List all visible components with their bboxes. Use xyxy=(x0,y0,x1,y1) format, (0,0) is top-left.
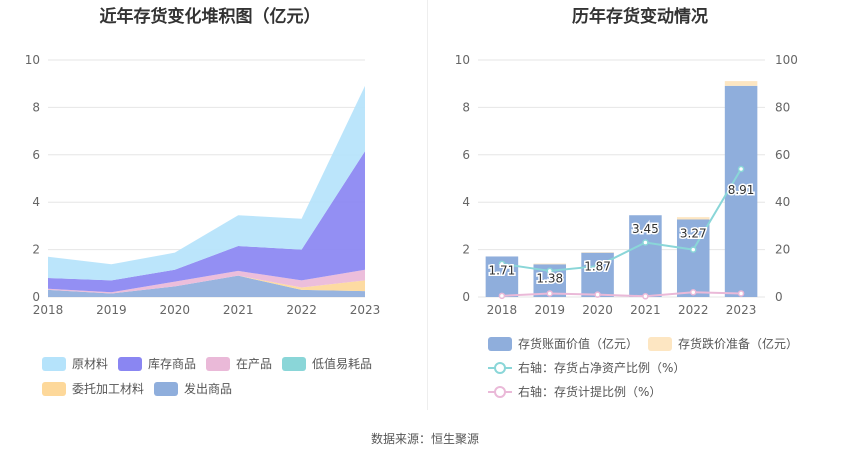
line-point xyxy=(737,165,745,173)
line-point xyxy=(690,246,697,253)
x-tick-label: 2022 xyxy=(286,303,317,317)
legend-item[interactable]: 在产品 xyxy=(206,355,272,372)
x-tick-label: 2021 xyxy=(630,303,661,317)
line-point xyxy=(498,260,506,268)
line-point xyxy=(498,292,506,300)
line-point xyxy=(546,267,553,275)
line-series xyxy=(501,168,742,272)
legend-label: 存货账面价值（亿元） xyxy=(518,337,639,351)
bar-stacked xyxy=(676,217,710,220)
y2-tick-label: 40 xyxy=(775,195,790,209)
y2-tick-label: 60 xyxy=(775,148,790,162)
legend-label: 低值易耗品 xyxy=(312,357,373,371)
y2-tick-label: 20 xyxy=(775,243,790,257)
line-series xyxy=(501,291,742,298)
x-tick-label: 2019 xyxy=(534,303,565,317)
y-tick-label: 4 xyxy=(32,195,40,209)
area-series xyxy=(48,151,365,293)
legend-item[interactable]: 低值易耗品 xyxy=(282,355,372,372)
data-label: 8.91 xyxy=(728,183,755,197)
legend-item[interactable]: 右轴：存货计提比例（%） xyxy=(488,383,661,400)
x-tick-label: 2021 xyxy=(223,303,254,317)
legend-item[interactable]: 库存商品 xyxy=(118,355,196,372)
data-label: 1.38 xyxy=(536,271,563,285)
line-point xyxy=(546,290,553,297)
legend-swatch xyxy=(206,356,230,371)
legend-swatch xyxy=(42,356,66,371)
right-chart-title: 历年存货变动情况 xyxy=(572,7,708,27)
legend-swatch xyxy=(154,381,178,396)
y2-tick-label: 0 xyxy=(775,290,783,304)
data-label: 1.71 xyxy=(489,263,516,277)
bar-stacked xyxy=(724,81,758,86)
y-tick-label: 0 xyxy=(462,290,470,304)
line-point xyxy=(690,289,697,296)
right-legend: 存货账面价值（亿元） 存货跌价准备（亿元） 右轴：存货占净资产比例（%） 右轴：存货计… xyxy=(430,335,850,405)
x-tick-label: 2019 xyxy=(96,303,127,317)
legend-swatch xyxy=(42,381,66,396)
data-label: 1.87 xyxy=(584,260,611,274)
legend-swatch xyxy=(648,336,672,351)
chart-divider xyxy=(427,0,428,410)
legend-label: 存货跌价准备（亿元） xyxy=(678,337,799,351)
y-tick-label: 10 xyxy=(25,53,40,67)
line-point xyxy=(594,262,601,270)
y-tick-label: 10 xyxy=(455,53,470,67)
legend-label: 在产品 xyxy=(236,357,273,371)
area-series xyxy=(48,275,365,297)
legend-swatch xyxy=(282,356,306,371)
y-tick-label: 6 xyxy=(462,148,470,162)
x-tick-label: 2018 xyxy=(487,303,518,317)
legend-swatch xyxy=(488,336,512,351)
y-tick-label: 2 xyxy=(32,243,40,257)
x-tick-label: 2020 xyxy=(582,303,613,317)
data-label: 3.45 xyxy=(632,222,659,236)
y-tick-label: 2 xyxy=(462,243,470,257)
legend-label: 委托加工材料 xyxy=(72,382,145,396)
legend-label: 库存商品 xyxy=(148,357,197,371)
bar-line-chart: 0 0 2 20 4 40 6 60 8 80 10 100 2018 2019 2020 2021 2022 2… xyxy=(455,53,798,317)
legend-item[interactable]: 委托加工材料 xyxy=(42,380,144,397)
stacked-area-chart: 0 2 4 6 8 10 2018 2019 2020 2021 2022 2023 xyxy=(25,53,381,317)
left-chart-title: 近年存货变化堆积图（亿元） xyxy=(99,7,321,27)
legend-item[interactable]: 右轴：存货占净资产比例（%） xyxy=(488,359,685,376)
legend-swatch xyxy=(488,385,512,399)
legend-item[interactable]: 存货跌价准备（亿元） xyxy=(648,335,798,352)
line-point xyxy=(737,290,745,297)
x-tick-label: 2018 xyxy=(33,303,64,317)
y2-tick-label: 100 xyxy=(775,53,798,67)
bar xyxy=(629,215,662,297)
area-series xyxy=(48,85,365,281)
x-tick-label: 2020 xyxy=(160,303,191,317)
legend-label: 发出商品 xyxy=(184,382,233,396)
y-tick-label: 6 xyxy=(32,148,40,162)
y2-tick-label: 80 xyxy=(775,100,790,114)
legend-label: 右轴：存货占净资产比例（%） xyxy=(518,361,686,375)
left-legend: 原材料 库存商品 在产品 低值易耗品委托加工材料 发出商品 xyxy=(0,355,420,405)
area-series xyxy=(48,269,365,294)
x-tick-label: 2023 xyxy=(726,303,757,317)
line-point xyxy=(594,291,601,298)
line-point xyxy=(642,239,649,246)
x-tick-label: 2023 xyxy=(350,303,381,317)
y-tick-label: 4 xyxy=(462,195,470,209)
legend-item[interactable]: 原材料 xyxy=(42,355,108,372)
data-label: 3.27 xyxy=(680,227,707,241)
legend-swatch xyxy=(488,361,512,375)
bar-stacked xyxy=(533,263,567,265)
data-source: 数据来源：恒生聚源 xyxy=(370,432,479,446)
legend-swatch xyxy=(118,356,142,371)
line-point xyxy=(642,293,649,300)
x-tick-label: 2022 xyxy=(678,303,709,317)
legend-label: 右轴：存货计提比例（%） xyxy=(518,385,662,399)
bar xyxy=(724,85,758,297)
y-tick-label: 8 xyxy=(462,100,470,114)
legend-item[interactable]: 存货账面价值（亿元） xyxy=(488,335,638,352)
legend-label: 原材料 xyxy=(72,357,109,371)
y-tick-label: 8 xyxy=(32,100,40,114)
legend-item[interactable]: 发出商品 xyxy=(154,380,232,397)
y-tick-label: 0 xyxy=(32,290,40,304)
